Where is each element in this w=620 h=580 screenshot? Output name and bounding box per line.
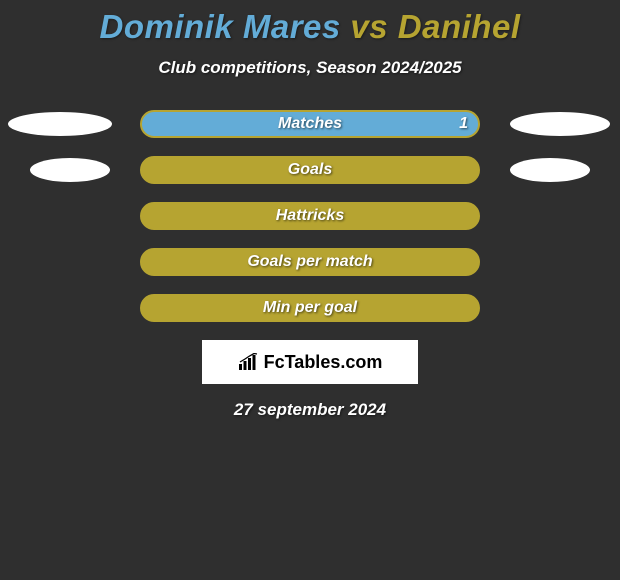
date-text: 27 september 2024	[0, 400, 620, 420]
stat-label: Min per goal	[263, 299, 357, 317]
stat-row: Hattricks	[0, 202, 620, 230]
vs-text: vs	[341, 8, 398, 45]
brand-text: FcTables.com	[264, 352, 383, 373]
comparison-title: Dominik Mares vs Danihel	[0, 0, 620, 46]
stat-row: Goals per match	[0, 248, 620, 276]
right-ellipse	[510, 112, 610, 136]
brand-chart-icon	[238, 353, 260, 371]
stat-label: Goals per match	[247, 253, 372, 271]
stat-rows: Matches 1 Goals Hattricks Goals per match Min…	[0, 110, 620, 322]
subtitle: Club competitions, Season 2024/2025	[0, 58, 620, 78]
right-ellipse	[510, 158, 590, 182]
stat-value-right: 1	[459, 115, 468, 133]
stat-label: Hattricks	[276, 207, 344, 225]
player2-name: Danihel	[398, 8, 521, 45]
left-ellipse	[8, 112, 112, 136]
stat-label: Matches	[278, 115, 342, 133]
stat-row: Matches 1	[0, 110, 620, 138]
player1-name: Dominik Mares	[100, 8, 341, 45]
stat-row: Min per goal	[0, 294, 620, 322]
stat-label: Goals	[288, 161, 332, 179]
stat-bar: Goals	[140, 156, 480, 184]
stat-bar: Min per goal	[140, 294, 480, 322]
stat-row: Goals	[0, 156, 620, 184]
left-ellipse	[30, 158, 110, 182]
stat-bar: Matches 1	[140, 110, 480, 138]
brand-inner: FcTables.com	[238, 352, 383, 373]
stat-bar: Hattricks	[140, 202, 480, 230]
brand-box: FcTables.com	[202, 340, 418, 384]
stat-bar: Goals per match	[140, 248, 480, 276]
